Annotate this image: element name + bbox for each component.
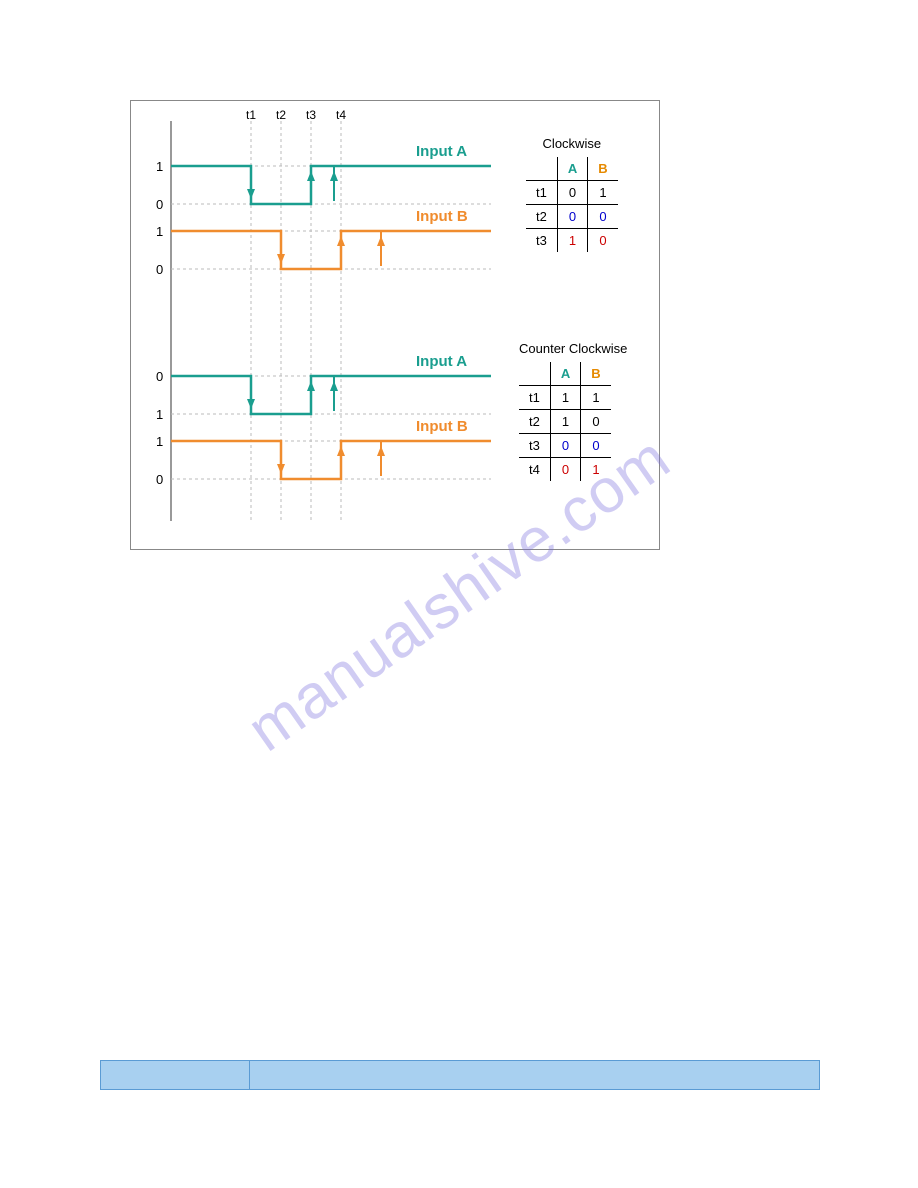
svg-text:0: 0 [156, 369, 163, 384]
clockwise-title: Clockwise [526, 136, 618, 151]
bottom-bar-cell [250, 1060, 820, 1090]
svg-text:0: 0 [156, 472, 163, 487]
bottom-bar [100, 1060, 820, 1090]
svg-text:1: 1 [156, 407, 163, 422]
table-row: t2 1 0 [519, 410, 611, 434]
signal-a-label-bottom: Input A [416, 353, 467, 370]
table-header-a: A [550, 362, 580, 386]
timing-svg: t1 t2 t3 t4 1 0 1 0 0 1 [131, 101, 511, 541]
table-row: t2 0 0 [526, 205, 618, 229]
ccw-table-area: Counter Clockwise A B t1 1 1 t2 1 0 t3 0… [519, 341, 627, 481]
time-label: t3 [306, 108, 316, 122]
svg-text:0: 0 [156, 262, 163, 277]
table-row: t1 1 1 [519, 386, 611, 410]
svg-text:1: 1 [156, 434, 163, 449]
table-row: t1 0 1 [526, 181, 618, 205]
svg-text:1: 1 [156, 224, 163, 239]
time-label: t2 [276, 108, 286, 122]
table-row: t3 0 0 [519, 434, 611, 458]
svg-text:1: 1 [156, 159, 163, 174]
signal-b-label-bottom: Input B [416, 418, 468, 435]
table-header-b: B [588, 157, 618, 181]
svg-text:0: 0 [156, 197, 163, 212]
signal-b-label-top: Input B [416, 208, 468, 225]
ccw-table: A B t1 1 1 t2 1 0 t3 0 0 t4 0 1 [519, 362, 611, 481]
timing-diagram: t1 t2 t3 t4 1 0 1 0 0 1 [130, 100, 660, 550]
clockwise-table: A B t1 0 1 t2 0 0 t3 1 0 [526, 157, 618, 252]
clockwise-table-area: Clockwise A B t1 0 1 t2 0 0 t3 1 0 [526, 136, 618, 252]
signal-a-label-top: Input A [416, 143, 467, 160]
ccw-title: Counter Clockwise [519, 341, 627, 356]
table-header-a: A [557, 157, 587, 181]
table-row: t3 1 0 [526, 229, 618, 253]
time-label: t1 [246, 108, 256, 122]
time-label: t4 [336, 108, 346, 122]
table-row: t4 0 1 [519, 458, 611, 482]
bottom-bar-cell [100, 1060, 250, 1090]
table-header-b: B [581, 362, 611, 386]
